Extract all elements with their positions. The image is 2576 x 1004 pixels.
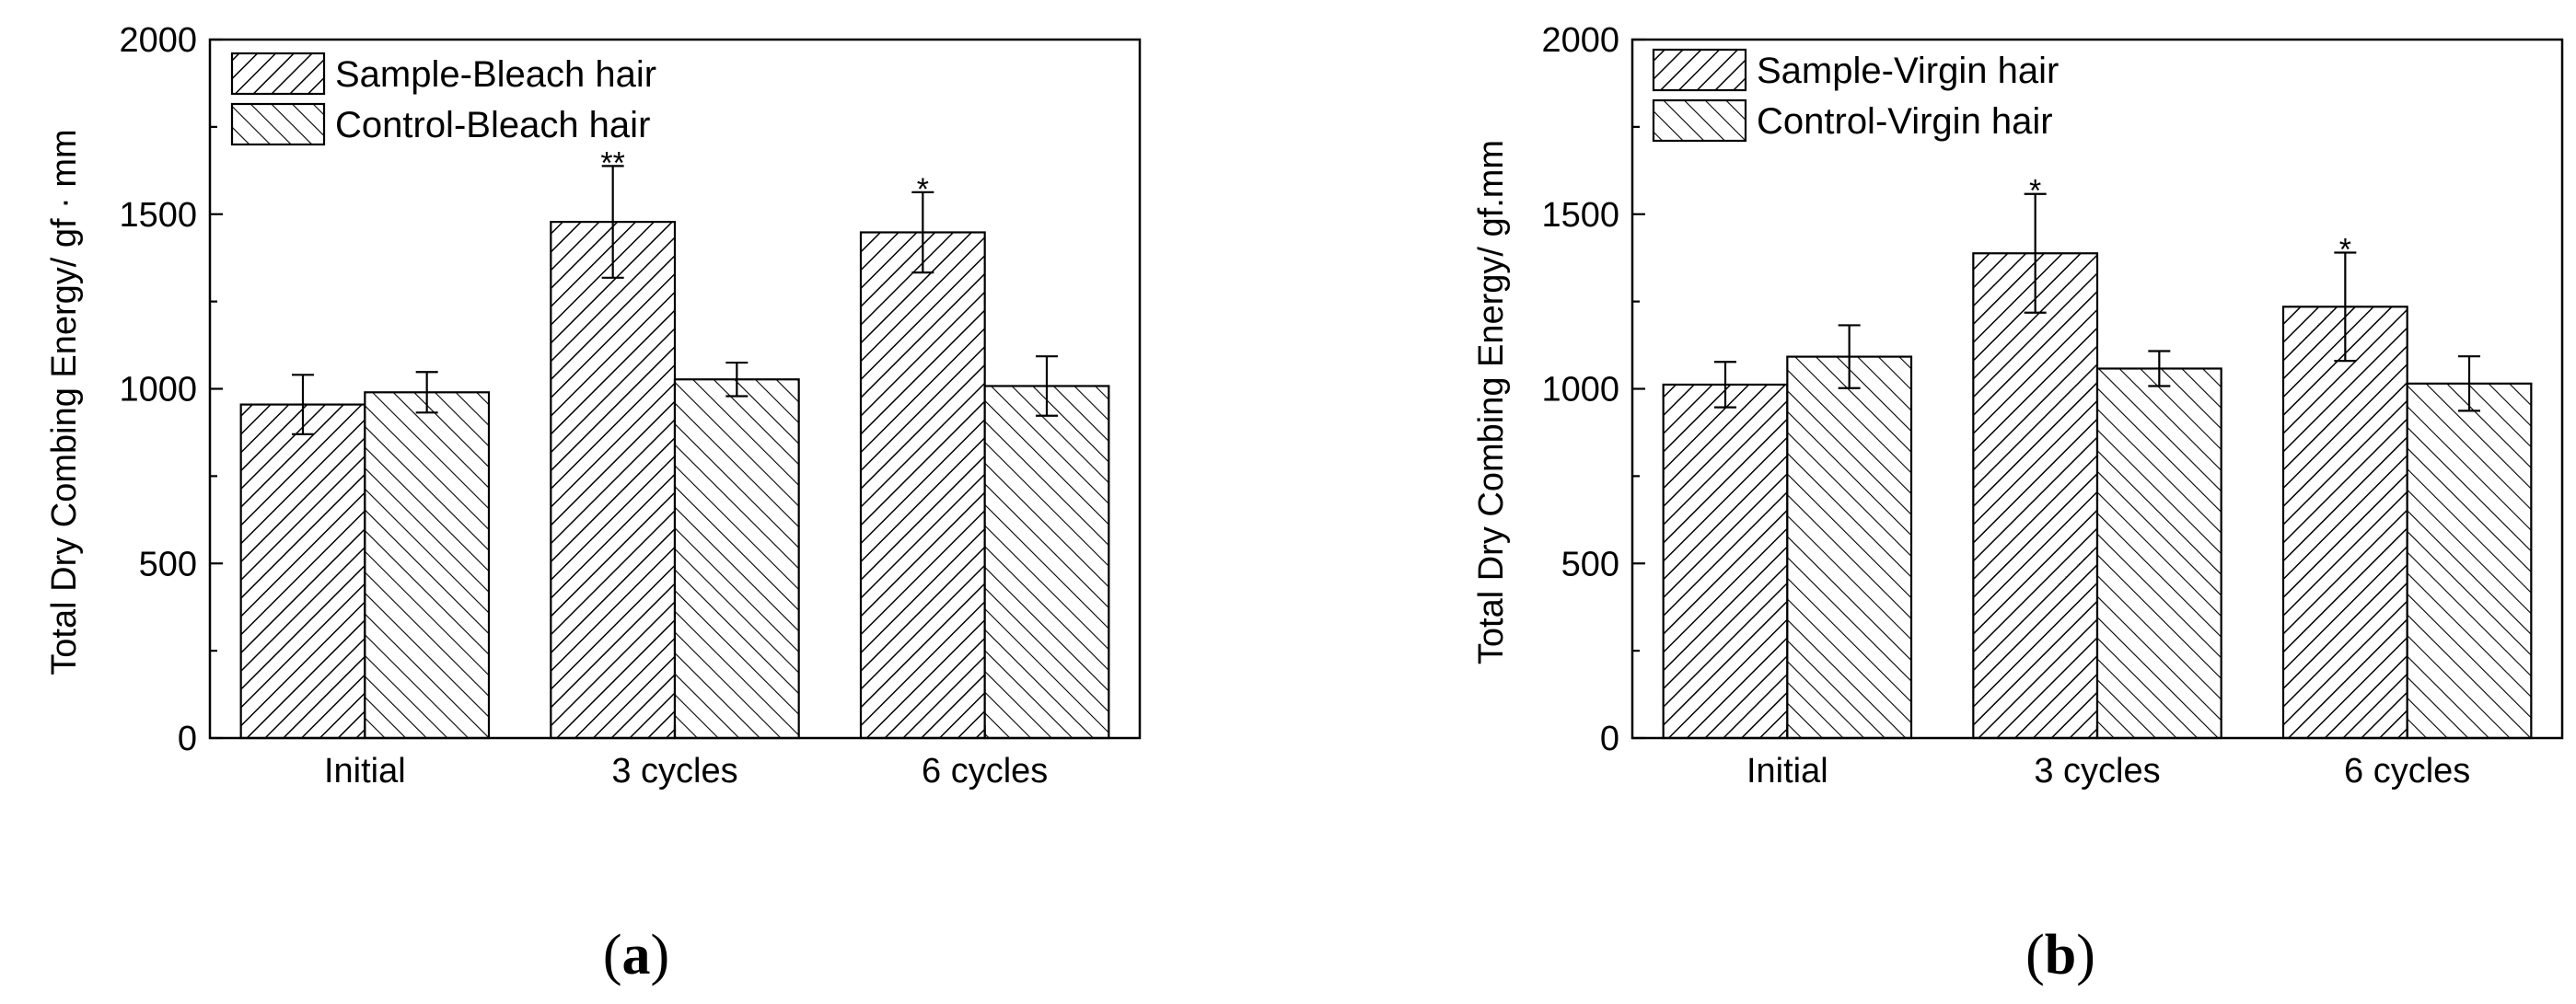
legend-entry: Sample-Bleach hair (230, 52, 656, 96)
chart-panel-b: Total Dry Combing Energy/ gf.mm * * 0 500 10… (1472, 21, 2564, 987)
legend-swatch (1652, 48, 1747, 92)
x-tick-label: 6 cycles (2344, 752, 2470, 791)
legend-entry: Control-Bleach hair (230, 102, 650, 146)
error-bar (2458, 355, 2480, 412)
plot-area: * * 0 500 1000 1500 2000 Initial 3 cycles 6 cycle… (1541, 21, 2564, 791)
bar (550, 220, 677, 740)
legend-swatch (230, 102, 326, 146)
legend-label: Control-Bleach hair (335, 105, 650, 145)
x-tick-label: 3 cycles (611, 752, 737, 791)
error-bar (415, 371, 438, 414)
bar (2281, 306, 2408, 740)
y-axis-label: Total Dry Combing Energy/ gf · mm (45, 129, 84, 675)
panel-label-open: ( (2025, 924, 2045, 987)
panel-label-close: ) (651, 924, 670, 987)
significance-marker: ** (600, 145, 624, 180)
bar (1662, 383, 1789, 740)
x-tick-label: 6 cycles (922, 752, 1048, 791)
y-tick-label: 1500 (119, 196, 197, 235)
legend-swatch (1652, 98, 1747, 143)
legend-entry: Control-Virgin hair (1652, 98, 2053, 143)
panel-label: (b) (2025, 924, 2095, 987)
bar (2095, 367, 2222, 740)
error-bar (1838, 324, 1861, 389)
x-tick-label: Initial (324, 752, 406, 791)
legend: Sample-Virgin hair Control-Virgin hair (1652, 48, 2059, 143)
bar (983, 385, 1110, 740)
legend-swatch (230, 52, 326, 96)
significance-marker: * (2029, 174, 2041, 209)
y-tick-label: 0 (1600, 720, 1619, 758)
y-tick-label: 0 (178, 720, 197, 758)
error-bar (2334, 251, 2357, 363)
x-tick-label: Initial (1746, 752, 1828, 791)
y-tick-label: 1000 (119, 371, 197, 410)
error-bar (725, 361, 748, 398)
error-bar (1714, 361, 1736, 409)
panel-label-open: ( (603, 924, 622, 987)
y-tick-label: 2000 (119, 21, 197, 60)
chart-panel-a: Total Dry Combing Energy/ gf · mm ***050… (45, 21, 1142, 987)
x-tick-label: 3 cycles (2034, 752, 2160, 791)
legend-entry: Sample-Virgin hair (1652, 48, 2059, 92)
significance-marker: * (2339, 232, 2351, 267)
significance-marker: * (917, 172, 929, 207)
error-bar (601, 165, 624, 279)
bar (673, 378, 800, 740)
error-bar (911, 190, 934, 274)
bar (1786, 355, 1913, 740)
panel-label: (a) (603, 924, 669, 987)
panel-label-letter: b (2045, 924, 2076, 987)
y-tick-label: 1000 (1541, 371, 1619, 410)
legend-label: Sample-Bleach hair (335, 54, 656, 95)
bar (1972, 252, 2099, 740)
y-tick-label: 500 (1561, 545, 1619, 583)
y-tick-label: 1500 (1541, 196, 1619, 235)
legend: Sample-Bleach hair Control-Bleach hair (230, 52, 656, 146)
error-bar (2148, 350, 2171, 387)
y-tick-label: 500 (139, 545, 197, 583)
y-axis-label: Total Dry Combing Energy/ gf.mm (1472, 140, 1511, 664)
legend-label: Control-Virgin hair (1757, 101, 2053, 142)
panel-label-letter: a (622, 924, 651, 987)
error-bar (1036, 355, 1058, 417)
bar (859, 231, 986, 740)
error-bar (2024, 192, 2047, 314)
bar (364, 391, 491, 740)
y-tick-label: 2000 (1541, 21, 1619, 60)
bar (2406, 382, 2533, 740)
error-bar (292, 374, 314, 435)
panel-label-close: ) (2076, 924, 2095, 987)
bar (239, 403, 366, 740)
legend-label: Sample-Virgin hair (1757, 51, 2059, 91)
